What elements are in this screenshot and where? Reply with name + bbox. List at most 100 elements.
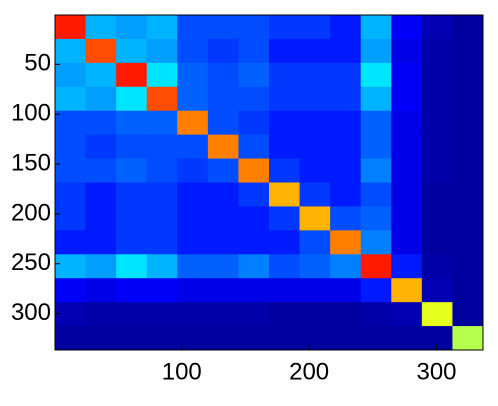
heat-cell bbox=[85, 86, 117, 112]
heat-cell bbox=[299, 206, 331, 231]
heat-cell bbox=[238, 302, 270, 327]
heat-cell bbox=[207, 110, 239, 136]
heat-cell bbox=[55, 62, 87, 88]
heat-cell bbox=[177, 110, 209, 136]
heat-cell bbox=[360, 134, 392, 160]
heat-cell bbox=[177, 206, 209, 231]
y-tick-label: 200 bbox=[11, 199, 51, 226]
heat-cell bbox=[330, 302, 362, 327]
heat-cell bbox=[391, 206, 423, 231]
heat-cell bbox=[55, 182, 87, 207]
heat-cell bbox=[421, 62, 453, 88]
x-tick-label: 300 bbox=[416, 358, 456, 385]
heat-cell bbox=[269, 254, 301, 279]
y-tick-label: 100 bbox=[11, 100, 51, 127]
heat-cell bbox=[116, 134, 148, 160]
heat-cell bbox=[177, 278, 209, 303]
heat-cell bbox=[85, 326, 117, 351]
heat-cell bbox=[85, 182, 117, 207]
heat-cell bbox=[146, 86, 178, 112]
heat-cell bbox=[207, 15, 239, 40]
heat-cell bbox=[146, 110, 178, 136]
heat-cell bbox=[116, 326, 148, 351]
heat-cell bbox=[207, 182, 239, 207]
heat-cell bbox=[299, 86, 331, 112]
heat-cell bbox=[421, 158, 453, 183]
heat-cell bbox=[452, 230, 484, 255]
heat-cell bbox=[421, 278, 453, 303]
heat-cell bbox=[360, 38, 392, 64]
heat-cell bbox=[330, 230, 362, 255]
heat-cell bbox=[116, 278, 148, 303]
heat-cell bbox=[452, 62, 484, 88]
heat-cell bbox=[55, 158, 87, 183]
plot-frame bbox=[54, 14, 484, 351]
heat-cell bbox=[116, 182, 148, 207]
heat-cell bbox=[421, 110, 453, 136]
heat-cell bbox=[55, 206, 87, 231]
heat-cell bbox=[391, 86, 423, 112]
heat-cell bbox=[330, 110, 362, 136]
heat-cell bbox=[207, 302, 239, 327]
heat-cell bbox=[360, 254, 392, 279]
heat-cell bbox=[207, 38, 239, 64]
heat-cell bbox=[360, 326, 392, 351]
heat-cell bbox=[146, 38, 178, 64]
heat-cell bbox=[55, 326, 87, 351]
heat-cell bbox=[269, 326, 301, 351]
heat-cell bbox=[207, 158, 239, 183]
heat-cell bbox=[391, 182, 423, 207]
heat-cell bbox=[238, 38, 270, 64]
heat-cell bbox=[207, 278, 239, 303]
heat-cell bbox=[391, 326, 423, 351]
heat-cell bbox=[330, 254, 362, 279]
heat-cell bbox=[269, 206, 301, 231]
heat-cell bbox=[238, 326, 270, 351]
heat-cell bbox=[55, 110, 87, 136]
heat-cell bbox=[360, 182, 392, 207]
heat-cell bbox=[55, 86, 87, 112]
heat-cell bbox=[85, 110, 117, 136]
heat-cell bbox=[116, 110, 148, 136]
heat-cell bbox=[421, 230, 453, 255]
heat-cell bbox=[360, 15, 392, 40]
heat-cell bbox=[452, 254, 484, 279]
heat-cell bbox=[299, 134, 331, 160]
heat-cell bbox=[177, 62, 209, 88]
heat-cell bbox=[330, 15, 362, 40]
heat-cell bbox=[299, 38, 331, 64]
heat-cell bbox=[55, 278, 87, 303]
y-tick-label: 250 bbox=[11, 249, 51, 276]
heat-cell bbox=[238, 182, 270, 207]
heat-cell bbox=[421, 134, 453, 160]
heat-cell bbox=[238, 158, 270, 183]
heat-cell bbox=[146, 206, 178, 231]
heat-cell bbox=[238, 278, 270, 303]
x-tick-label: 100 bbox=[162, 358, 202, 385]
heat-cell bbox=[238, 110, 270, 136]
heat-cell bbox=[421, 326, 453, 351]
heat-cell bbox=[269, 62, 301, 88]
heat-cell bbox=[85, 15, 117, 40]
heat-cell bbox=[391, 254, 423, 279]
heat-cell bbox=[177, 134, 209, 160]
heat-cell bbox=[452, 206, 484, 231]
heat-cell bbox=[55, 254, 87, 279]
heat-cell bbox=[55, 230, 87, 255]
heat-cell bbox=[330, 206, 362, 231]
heat-cell bbox=[85, 278, 117, 303]
heat-cell bbox=[207, 326, 239, 351]
heat-cell bbox=[146, 326, 178, 351]
heat-cell bbox=[452, 86, 484, 112]
heat-cell bbox=[452, 278, 484, 303]
heat-cell bbox=[85, 38, 117, 64]
heat-cell bbox=[238, 62, 270, 88]
heat-cell bbox=[452, 15, 484, 40]
heat-cell bbox=[269, 302, 301, 327]
heat-cell bbox=[269, 230, 301, 255]
heat-cell bbox=[452, 38, 484, 64]
heat-cell bbox=[452, 134, 484, 160]
heat-cell bbox=[391, 158, 423, 183]
heat-cell bbox=[146, 62, 178, 88]
